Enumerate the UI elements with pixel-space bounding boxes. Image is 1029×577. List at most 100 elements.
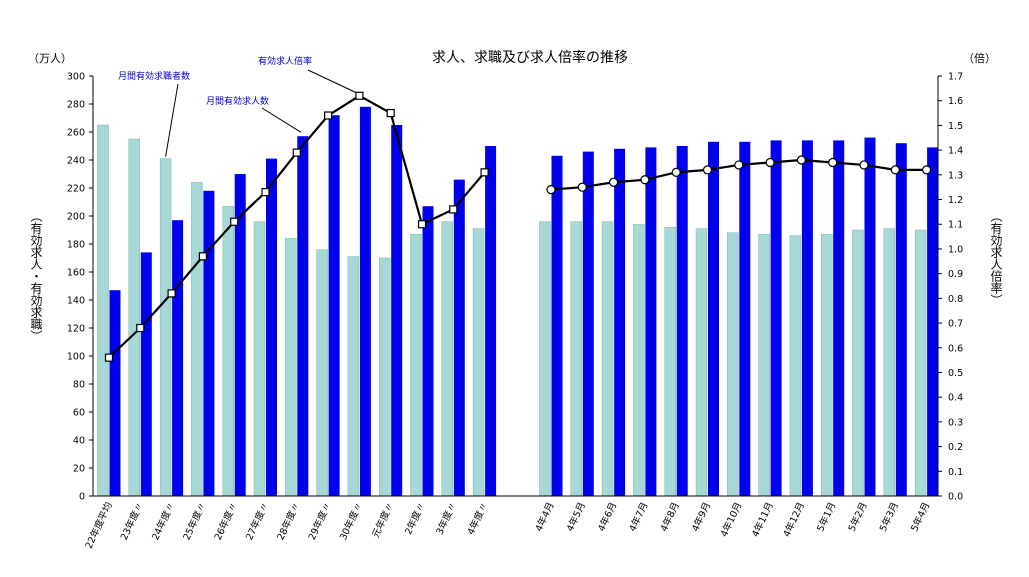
bar-job-seekers <box>758 233 770 497</box>
bar-job-openings <box>864 137 876 496</box>
left-tick-label: 200 <box>67 212 85 223</box>
right-tick-label: 1.7 <box>948 72 963 83</box>
right-tick-label: 1.1 <box>948 220 963 231</box>
ratio-marker <box>890 165 900 175</box>
chart-title: 求人、求職及び求人倍率の推移 <box>432 49 628 66</box>
bar-job-openings <box>203 190 215 497</box>
ratio-marker <box>828 157 838 168</box>
left-tick-label: 260 <box>67 128 85 139</box>
right-tick-label: 0.9 <box>948 269 963 280</box>
left-tick-label: 20 <box>73 464 85 475</box>
bars-layer <box>97 106 939 497</box>
ratio-marker <box>640 175 650 185</box>
x-tick-label: 25年度〃 <box>181 500 209 542</box>
x-tick-label: 元年度〃 <box>369 500 396 540</box>
callout-label: 月間有効求職者数 <box>118 70 190 82</box>
bar-job-openings <box>739 141 751 497</box>
ratio-marker <box>449 205 458 214</box>
right-tick-label: 0.1 <box>948 467 963 478</box>
bar-job-openings <box>453 179 465 496</box>
callout-leader <box>261 107 302 133</box>
bar-job-seekers <box>852 229 864 497</box>
ratio-marker <box>261 188 270 197</box>
right-tick-label: 0.4 <box>948 393 963 404</box>
x-tick-label: 2年度〃 <box>402 500 427 536</box>
bar-job-seekers <box>570 221 582 497</box>
right-tick-label: 1.5 <box>948 121 963 132</box>
ratio-marker <box>292 148 301 157</box>
ratio-marker <box>355 91 364 100</box>
bar-job-openings <box>582 151 594 496</box>
right-tick-label: 1.4 <box>948 146 963 157</box>
callout-leader <box>307 69 357 94</box>
ratio-marker <box>671 167 681 177</box>
bar-job-seekers <box>97 124 109 497</box>
bar-job-openings <box>551 155 563 497</box>
ratio-marker <box>417 220 427 229</box>
right-tick-label: 0.3 <box>948 417 963 428</box>
bar-job-seekers <box>821 233 833 497</box>
x-tick-label: 5年1月 <box>814 500 838 533</box>
left-tick-label: 120 <box>67 324 85 335</box>
x-tick-label: 4年8月 <box>658 500 682 533</box>
bar-job-seekers <box>664 226 676 497</box>
ratio-marker <box>104 353 114 362</box>
x-tick-label: 5年3月 <box>877 500 901 533</box>
left-tick-label: 280 <box>67 100 85 111</box>
bar-job-openings <box>359 106 371 497</box>
x-tick-label: 5年2月 <box>846 500 870 533</box>
right-tick-label: 1.3 <box>948 170 963 181</box>
bar-job-seekers <box>347 256 360 497</box>
x-tick-label: 4年9月 <box>689 500 713 533</box>
bar-job-openings <box>485 146 497 496</box>
bar-job-seekers <box>727 232 739 497</box>
ratio-marker <box>324 111 333 120</box>
x-tick-label: 23年度〃 <box>118 500 146 542</box>
x-tick-label: 27年度〃 <box>243 500 271 542</box>
bar-job-seekers <box>159 158 172 497</box>
ratio-line-layer <box>104 91 932 362</box>
x-tick-label: 29年度〃 <box>306 500 334 542</box>
bar-job-seekers <box>539 221 551 497</box>
x-tick-label: 4年6月 <box>595 500 619 533</box>
ratio-marker <box>734 160 744 170</box>
left-unit-label: （万人） <box>28 52 72 65</box>
ratio-marker <box>921 165 932 175</box>
bar-job-openings <box>676 146 688 496</box>
left-tick-label: 60 <box>73 408 85 419</box>
bar-job-openings <box>422 206 434 496</box>
x-tick-label: 22年度平均 <box>83 500 115 550</box>
x-tick-label: 4年4月 <box>533 500 557 533</box>
ratio-marker <box>765 157 775 168</box>
bar-job-openings <box>801 140 813 496</box>
ratio-marker <box>480 168 489 177</box>
bar-job-openings <box>140 252 152 496</box>
ratio-marker <box>577 182 587 192</box>
bar-job-openings <box>708 141 719 497</box>
right-tick-label: 0.7 <box>948 319 963 330</box>
callout-label: 月間有効求人数 <box>206 95 269 107</box>
ratio-marker <box>198 252 207 261</box>
x-tick-label: 5年4月 <box>908 500 932 533</box>
ratio-marker <box>230 217 239 226</box>
bar-job-seekers <box>441 221 453 497</box>
bar-job-openings <box>895 143 907 496</box>
bar-job-openings <box>172 220 184 496</box>
bar-job-seekers <box>633 224 645 497</box>
axes-layer <box>89 75 942 497</box>
bar-job-openings <box>297 136 309 496</box>
y2-axis-label: （有効求人倍率） <box>989 210 1003 306</box>
ratio-marker <box>386 108 395 118</box>
left-tick-label: 300 <box>67 72 85 83</box>
ratio-marker <box>546 185 556 195</box>
x-tick-label: 4年11月 <box>749 500 776 539</box>
right-tick-label: 0.8 <box>948 294 963 305</box>
bar-job-openings <box>614 148 626 497</box>
left-tick-label: 140 <box>67 296 85 307</box>
bar-job-openings <box>328 115 340 496</box>
bar-job-seekers <box>883 228 895 497</box>
left-tick-label: 220 <box>67 184 85 195</box>
bar-job-seekers <box>128 138 141 497</box>
